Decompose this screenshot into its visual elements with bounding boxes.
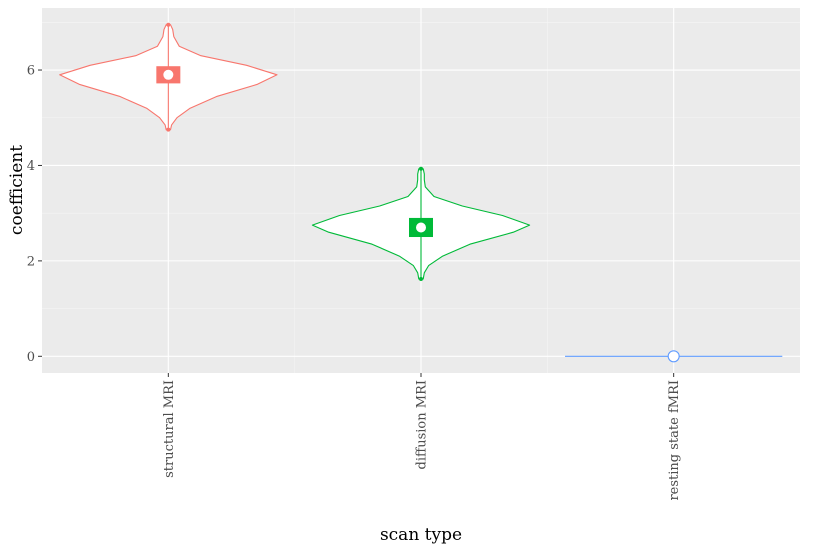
median-point-1 xyxy=(163,69,174,80)
min-point-1 xyxy=(166,127,171,132)
violins xyxy=(59,22,783,363)
y-axis-title: coefficient xyxy=(7,145,27,235)
y-axis-ticks: 0 2 4 6 xyxy=(27,64,42,365)
y-tick-label: 2 xyxy=(27,254,35,269)
y-tick-label: 6 xyxy=(27,64,35,79)
x-tick-label: structural MRI xyxy=(162,380,177,478)
y-tick-label: 0 xyxy=(27,350,35,365)
median-point-3 xyxy=(667,350,680,363)
x-tick-label: resting state fMRI xyxy=(667,380,682,501)
max-point-2 xyxy=(419,166,423,171)
median-point-2 xyxy=(416,222,426,233)
x-tick-label: diffusion MRI xyxy=(415,380,430,469)
max-point-1 xyxy=(166,22,171,27)
x-axis-title: scan type xyxy=(380,525,462,545)
x-axis-ticks: structural MRI diffusion MRI resting state… xyxy=(162,373,682,501)
y-tick-label: 4 xyxy=(27,159,35,174)
min-point-2 xyxy=(419,277,423,282)
